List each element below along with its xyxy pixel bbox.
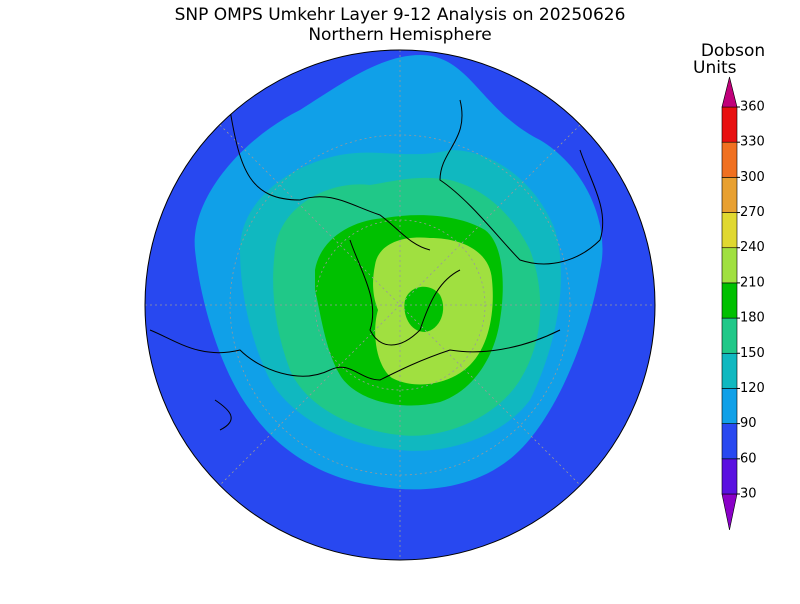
colorbar-tick-label: 210 [740,275,765,290]
colorbar-tick-label: 90 [740,416,757,431]
colorbar-title: Dobson [701,41,765,61]
colorbar-end [721,493,738,531]
color-segment [721,141,738,178]
colorbar-tick-label: 60 [740,451,757,466]
map-boundary [144,49,656,561]
colorbar-tick-label: 120 [740,381,765,396]
color-segment [721,282,738,319]
coastlines [149,99,604,431]
colorbar-tick-label: 30 [740,487,757,502]
colorbar-tick-label: 330 [740,135,765,150]
color-segment [721,106,738,143]
color-segment [721,247,738,284]
colorbar-tick-label: 270 [740,205,765,220]
color-segment [721,458,738,495]
color-segment [721,388,738,424]
color-segment [721,317,738,354]
map-subtitle: Northern Hemisphere [308,25,491,45]
colorbar-end [721,76,738,108]
color-segment [721,212,738,249]
colorbar-tick-label: 240 [740,240,765,255]
graticule [145,50,655,560]
colorbar-tick-label: 300 [740,170,765,185]
colorbar-tick-label: 150 [740,346,765,361]
colorbar-title: Units [693,58,737,78]
colorbar-tick-label: 180 [740,311,765,326]
colorbar-tick-label: 360 [740,100,765,115]
color-segment [721,352,738,389]
polar-map [144,49,656,561]
colorbar: Dobson Units 30 60 90 120 150 180 210 240 270 300… [693,41,765,531]
map-title: SNP OMPS Umkehr Layer 9-12 Analysis on 2… [175,5,626,25]
color-segment [721,177,738,213]
color-segment [721,423,738,460]
